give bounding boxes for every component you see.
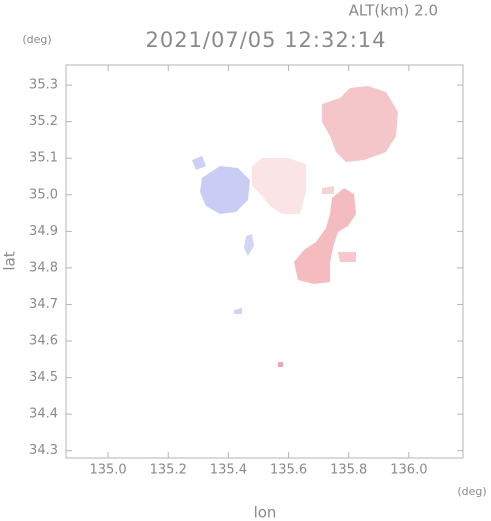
echo-region <box>278 362 283 367</box>
y-tick-label: 34.9 <box>29 224 58 239</box>
y-tick-label: 35.3 <box>29 78 58 93</box>
echo-region <box>322 86 398 162</box>
y-tick-label: 34.5 <box>29 370 58 385</box>
x-tick-label: 135.8 <box>330 463 367 478</box>
echo-region <box>244 234 254 256</box>
y-tick-label: 35.0 <box>29 187 58 202</box>
echo-region <box>252 158 306 214</box>
chart-title: 2021/07/05 12:32:14 <box>145 28 386 52</box>
x-tick-label: 135.6 <box>270 463 307 478</box>
altitude-label: ALT(km) 2.0 <box>349 2 438 20</box>
echo-region <box>234 308 242 314</box>
echo-region <box>322 186 334 194</box>
y-tick-label: 34.3 <box>29 443 58 458</box>
y-unit: (deg) <box>22 33 51 46</box>
x-tick-label: 135.0 <box>89 463 126 478</box>
echo-region <box>200 166 250 214</box>
y-tick-label: 34.8 <box>29 260 58 275</box>
y-tick-label: 34.7 <box>29 297 58 312</box>
x-tick-label: 135.2 <box>150 463 187 478</box>
y-axis-label: lat <box>1 251 19 270</box>
x-axis-label: lon <box>254 504 277 521</box>
y-tick-label: 35.1 <box>29 151 58 166</box>
echo-regions <box>192 86 398 367</box>
echo-region <box>338 252 356 262</box>
x-unit: (deg) <box>457 485 486 498</box>
y-tick-label: 35.2 <box>29 114 58 129</box>
echo-region <box>294 188 356 284</box>
echo-region <box>192 156 206 170</box>
y-tick-label: 34.6 <box>29 334 58 349</box>
x-tick-label: 136.0 <box>390 463 427 478</box>
y-tick-label: 34.4 <box>29 407 58 422</box>
plot-frame <box>65 64 464 459</box>
x-tick-label: 135.4 <box>210 463 247 478</box>
